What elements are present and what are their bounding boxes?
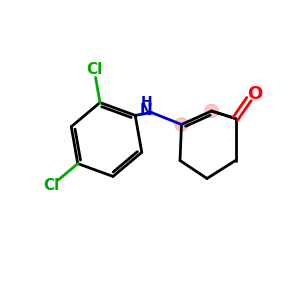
Circle shape xyxy=(175,118,188,131)
Text: O: O xyxy=(247,85,262,103)
Text: N: N xyxy=(140,103,152,118)
Text: H: H xyxy=(140,95,152,109)
Circle shape xyxy=(205,104,218,118)
Text: Cl: Cl xyxy=(86,62,102,77)
Text: Cl: Cl xyxy=(44,178,60,193)
